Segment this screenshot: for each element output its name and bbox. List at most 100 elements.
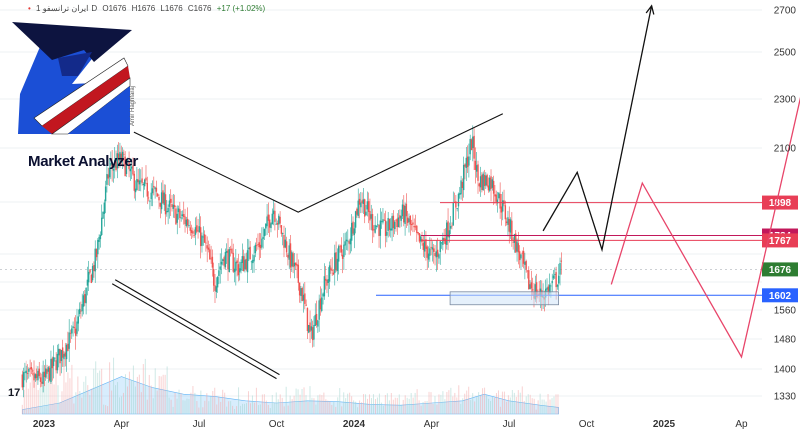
candle-body [120, 153, 122, 162]
candle-body [48, 367, 51, 381]
candle-body [287, 254, 289, 258]
candle-body [425, 239, 427, 249]
candle-body [196, 225, 198, 232]
candle-body [470, 139, 473, 151]
price-badge-bg [762, 262, 798, 277]
candle-body [460, 180, 462, 195]
candle-body [74, 328, 77, 336]
change-value: +17 (+1.02%) [216, 4, 266, 13]
candle-body [550, 285, 552, 287]
candle-body [35, 374, 38, 378]
candle-body [93, 265, 95, 271]
candle-body [522, 250, 525, 264]
candle-body [248, 247, 250, 250]
candle-body [409, 215, 411, 225]
candle-body [423, 241, 426, 252]
candle-body [151, 188, 154, 194]
candle-body [166, 211, 168, 213]
upper-trendline [133, 113, 504, 213]
candle-body [531, 289, 534, 291]
candle-body [186, 218, 189, 226]
candle-body [52, 357, 55, 367]
candle-body [142, 183, 145, 186]
candle-body [494, 194, 496, 197]
symbol-header[interactable]: • ایران ترانسفو 1D O1676 H1676 L1676 C16… [28, 4, 268, 13]
candle-body [324, 278, 327, 281]
candle-body [129, 168, 132, 172]
candle-body [89, 269, 91, 273]
candle-body [358, 198, 361, 205]
candle-body [321, 297, 323, 312]
candle-body [50, 358, 52, 383]
candle-body [102, 211, 104, 219]
x-tick-label: 2024 [343, 419, 366, 430]
candle-body [95, 249, 98, 258]
candle-body [343, 244, 345, 257]
candle-body [276, 223, 279, 225]
candle-body [414, 226, 417, 228]
price-badge-bg [762, 288, 798, 303]
candle-body [555, 272, 557, 288]
drawings [111, 4, 800, 380]
candle-body [65, 344, 68, 360]
candle-body [71, 328, 73, 334]
candle-body [382, 219, 384, 223]
candle-body [235, 261, 237, 271]
candle-body [390, 228, 392, 231]
candle-body [472, 136, 474, 149]
candle-body [241, 256, 244, 263]
candle-body [446, 222, 448, 245]
candle-body [348, 241, 350, 244]
candle-body [107, 174, 109, 179]
candle-body [207, 247, 210, 250]
candle-body [354, 211, 357, 228]
candle-body [185, 219, 188, 226]
candle-body [72, 326, 74, 329]
candle-body [384, 220, 387, 236]
symbol-name: ایران ترانسفو [42, 4, 89, 13]
tradingview-logo-icon[interactable]: 17 [8, 387, 21, 399]
candle-body [498, 192, 500, 199]
candle-body [115, 161, 117, 171]
candle-body [134, 188, 137, 193]
candle-body [554, 273, 556, 275]
brand-logo-icon: Amir Haghfaraj [12, 22, 136, 135]
logo-subtitle: Amir Haghfaraj [130, 86, 136, 126]
candle-body [61, 347, 64, 358]
candle-body [426, 246, 428, 258]
candle-body [380, 221, 383, 223]
candle-body [311, 327, 314, 341]
candle-body [344, 241, 346, 246]
candle-body [274, 210, 276, 222]
x-tick-label: Apr [114, 419, 130, 430]
candle-body [236, 260, 238, 264]
candle-body [279, 216, 281, 224]
candle-body [474, 160, 477, 170]
candle-body [124, 156, 126, 177]
candle-body [397, 217, 400, 228]
candle-body [335, 252, 337, 271]
candle-body [173, 204, 176, 208]
x-tick-label: Jul [193, 419, 206, 430]
candle-body [250, 261, 253, 263]
candle-body [440, 242, 443, 244]
candle-body [461, 181, 464, 189]
candle-body [478, 183, 481, 187]
candle-body [403, 204, 405, 223]
candle-body [111, 163, 113, 169]
candle-body [33, 372, 35, 381]
candle-body [451, 225, 453, 227]
candle-body [172, 204, 175, 209]
candle-body [150, 192, 152, 200]
candle-body [86, 279, 89, 286]
candle-body [327, 279, 329, 284]
candle-body [546, 287, 548, 290]
candle-body [278, 215, 280, 225]
candle-body [22, 372, 25, 388]
candle-body [192, 231, 194, 234]
candle-body [517, 243, 520, 253]
candle-body [39, 377, 42, 382]
candle-body [486, 174, 488, 186]
candle-body [145, 177, 147, 181]
